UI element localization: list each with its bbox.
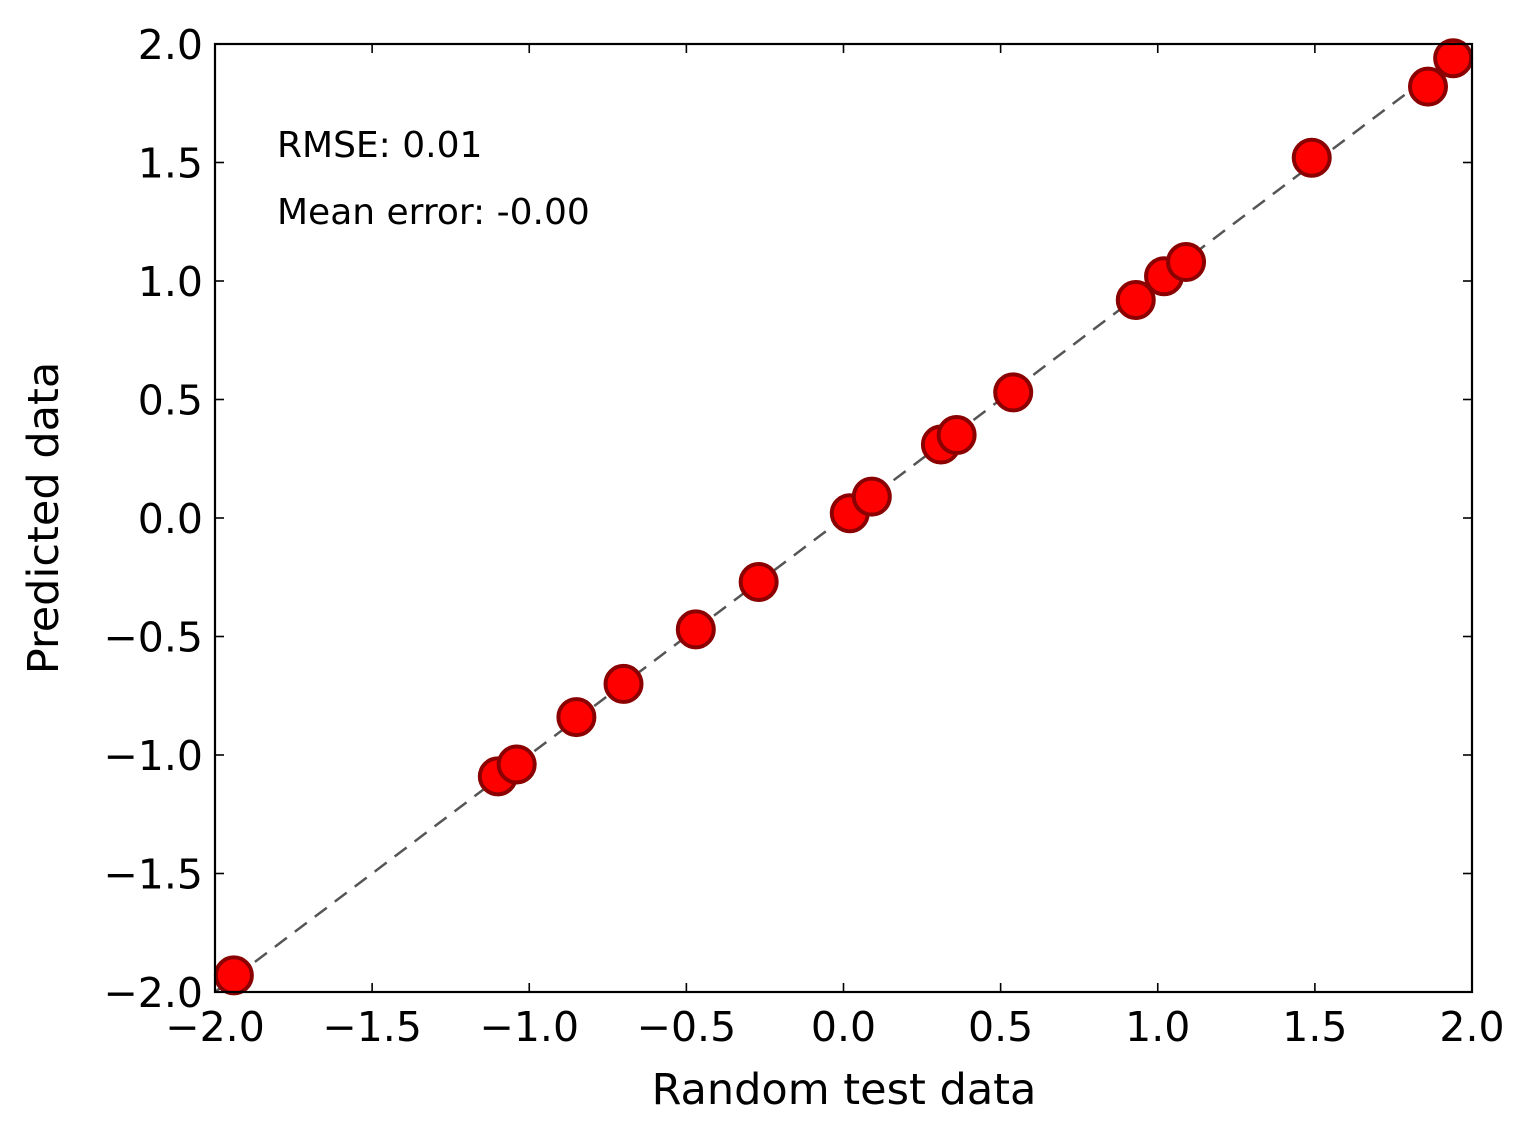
- x-tick-label: −1.5: [322, 1003, 422, 1051]
- data-point: [1166, 242, 1207, 283]
- x-tick-label: 2.0: [1439, 1003, 1504, 1051]
- y-tick-label: −1.5: [103, 851, 203, 899]
- plot-area: −2.0 −1.5 −1.0 −0.5 0.0 0.5 1.0 1.5 2.0 −2.0 −1.5 −…: [103, 21, 1504, 1051]
- data-point: [1291, 137, 1332, 178]
- x-tick-label: −1.0: [479, 1003, 579, 1051]
- data-point: [993, 372, 1034, 413]
- x-tick-label: −2.0: [165, 1003, 265, 1051]
- y-tick-label: −2.0: [103, 969, 203, 1017]
- plot-frame: [213, 42, 1474, 994]
- annotations: RMSE: 0.01 Mean error: -0.00: [277, 125, 590, 233]
- y-tick-label: −1.0: [103, 732, 203, 780]
- x-tick-label: 0.0: [811, 1003, 876, 1051]
- y-tick-label: 1.0: [138, 258, 203, 306]
- y-tick-label: −0.5: [103, 614, 203, 662]
- data-point: [675, 609, 716, 650]
- data-point: [1408, 66, 1449, 107]
- x-axis-label: Random test data: [652, 1065, 1037, 1115]
- data-point: [851, 476, 892, 517]
- x-tick-label: 1.5: [1282, 1003, 1347, 1051]
- y-tick-label: 2.0: [138, 21, 203, 69]
- x-tick-label: 1.0: [1125, 1003, 1190, 1051]
- x-tick-label: 0.5: [968, 1003, 1033, 1051]
- y-tick-label: 1.5: [138, 140, 203, 188]
- data-point: [936, 415, 977, 456]
- y-tick-label: 0.0: [138, 495, 203, 543]
- rmse-annotation: RMSE: 0.01: [277, 125, 482, 166]
- mean-error-annotation: Mean error: -0.00: [277, 192, 590, 233]
- data-point: [213, 955, 254, 996]
- data-point: [556, 697, 597, 738]
- data-point: [1433, 38, 1474, 79]
- x-tick-label: −0.5: [637, 1003, 737, 1051]
- y-axis-label: Predicted data: [19, 362, 69, 674]
- data-point: [1115, 279, 1156, 320]
- data-point: [603, 663, 644, 704]
- y-tick-label: 0.5: [138, 377, 203, 425]
- data-point: [738, 561, 779, 602]
- data-point: [496, 744, 537, 785]
